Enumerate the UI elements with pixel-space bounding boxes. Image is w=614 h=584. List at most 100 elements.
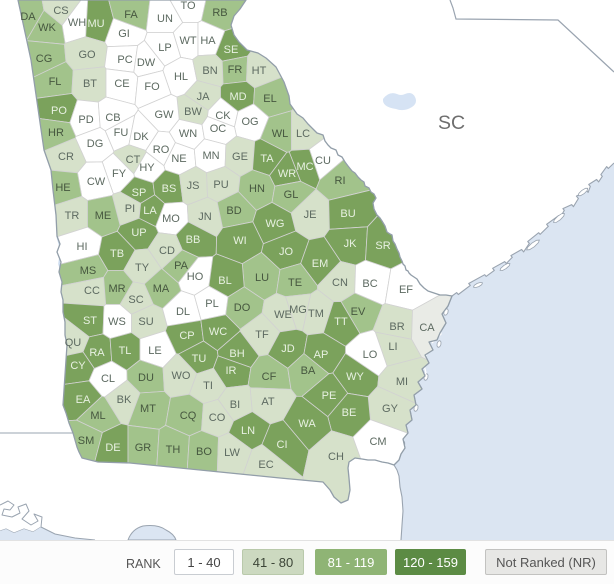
svg-text:BB: BB <box>186 234 201 246</box>
svg-text:HY: HY <box>139 162 155 174</box>
svg-text:MG: MG <box>289 304 307 316</box>
svg-text:WL: WL <box>272 128 289 140</box>
svg-text:DW: DW <box>137 57 156 69</box>
svg-text:OG: OG <box>241 116 258 128</box>
svg-text:HA: HA <box>200 35 216 47</box>
svg-text:HE: HE <box>55 182 70 194</box>
svg-text:FO: FO <box>144 81 160 93</box>
svg-text:PU: PU <box>213 179 228 191</box>
svg-text:TB: TB <box>110 248 124 260</box>
svg-text:CW: CW <box>87 176 106 188</box>
svg-text:PO: PO <box>51 105 67 117</box>
svg-text:BD: BD <box>226 205 241 217</box>
svg-text:CU: CU <box>315 155 331 167</box>
svg-text:BA: BA <box>301 365 316 377</box>
svg-text:JE: JE <box>304 209 317 221</box>
svg-text:HL: HL <box>174 71 188 83</box>
svg-text:LE: LE <box>148 345 161 357</box>
svg-text:FR: FR <box>228 64 243 76</box>
svg-text:WR: WR <box>278 168 296 180</box>
svg-text:CI: CI <box>277 439 288 451</box>
svg-text:CM: CM <box>369 436 386 448</box>
svg-text:NE: NE <box>171 153 186 165</box>
svg-text:CB: CB <box>105 112 120 124</box>
svg-text:PC: PC <box>117 54 132 66</box>
svg-text:FL: FL <box>49 76 62 88</box>
svg-text:RB: RB <box>212 7 227 19</box>
svg-text:HT: HT <box>252 65 267 77</box>
svg-text:WG: WG <box>266 218 285 230</box>
svg-text:MO: MO <box>162 213 180 225</box>
svg-text:BU: BU <box>340 208 355 220</box>
svg-text:MS: MS <box>80 265 97 277</box>
svg-text:MI: MI <box>396 376 408 388</box>
svg-text:UP: UP <box>131 227 146 239</box>
svg-text:DG: DG <box>87 138 104 150</box>
svg-text:IR: IR <box>226 365 237 377</box>
svg-text:WK: WK <box>38 22 56 34</box>
svg-text:GW: GW <box>155 109 175 121</box>
svg-text:EM: EM <box>312 258 329 270</box>
svg-text:DO: DO <box>234 302 251 314</box>
svg-text:WN: WN <box>179 128 197 140</box>
svg-text:LA: LA <box>143 205 157 217</box>
svg-text:MA: MA <box>153 283 170 295</box>
svg-text:EA: EA <box>76 394 91 406</box>
svg-text:TR: TR <box>65 210 80 222</box>
svg-text:TH: TH <box>166 444 181 456</box>
svg-text:GI: GI <box>118 28 130 40</box>
svg-text:WH: WH <box>68 17 86 29</box>
svg-text:WT: WT <box>179 35 196 47</box>
svg-text:GL: GL <box>284 189 299 201</box>
svg-text:EF: EF <box>399 284 413 296</box>
svg-text:TO: TO <box>180 0 196 12</box>
svg-text:ST: ST <box>83 315 97 327</box>
svg-text:RI: RI <box>335 175 346 187</box>
svg-text:BH: BH <box>229 348 244 360</box>
svg-text:JA: JA <box>197 91 211 103</box>
svg-text:JO: JO <box>279 246 294 258</box>
svg-text:BL: BL <box>218 275 231 287</box>
svg-text:LP: LP <box>158 42 171 54</box>
svg-text:CD: CD <box>159 245 175 257</box>
svg-text:PL: PL <box>205 298 218 310</box>
svg-text:GY: GY <box>382 403 399 415</box>
svg-text:ME: ME <box>95 210 112 222</box>
svg-text:DE: DE <box>105 442 120 454</box>
svg-text:BO: BO <box>196 446 212 458</box>
svg-text:TM: TM <box>308 308 324 320</box>
svg-text:GO: GO <box>78 49 96 61</box>
svg-text:DL: DL <box>176 306 190 318</box>
svg-text:SP: SP <box>132 187 147 199</box>
svg-text:PI: PI <box>125 203 135 215</box>
svg-text:WE: WE <box>274 309 292 321</box>
svg-text:WY: WY <box>346 371 364 383</box>
svg-text:CC: CC <box>84 285 100 297</box>
svg-text:FY: FY <box>112 168 127 180</box>
svg-text:JN: JN <box>198 211 212 223</box>
svg-text:MU: MU <box>87 18 104 30</box>
svg-text:MC: MC <box>296 161 313 173</box>
svg-text:DU: DU <box>138 372 154 384</box>
svg-text:CP: CP <box>179 330 194 342</box>
svg-text:TT: TT <box>334 316 348 328</box>
svg-text:CS: CS <box>53 5 68 17</box>
svg-text:LO: LO <box>363 349 378 361</box>
svg-text:CL: CL <box>101 373 115 385</box>
svg-text:HN: HN <box>249 183 265 195</box>
svg-text:AP: AP <box>314 349 329 361</box>
svg-text:BT: BT <box>83 78 97 90</box>
svg-text:EV: EV <box>351 306 366 318</box>
svg-text:CQ: CQ <box>180 410 197 422</box>
svg-text:PA: PA <box>174 260 189 272</box>
svg-text:CH: CH <box>328 451 344 463</box>
svg-text:WI: WI <box>233 235 246 247</box>
svg-text:OC: OC <box>210 123 227 135</box>
svg-text:CO: CO <box>209 412 226 424</box>
svg-text:SC: SC <box>438 112 465 134</box>
svg-text:LC: LC <box>296 128 310 140</box>
svg-text:DA: DA <box>20 11 36 23</box>
svg-text:WO: WO <box>172 370 191 382</box>
svg-text:JK: JK <box>344 238 358 250</box>
svg-text:HR: HR <box>48 127 64 139</box>
